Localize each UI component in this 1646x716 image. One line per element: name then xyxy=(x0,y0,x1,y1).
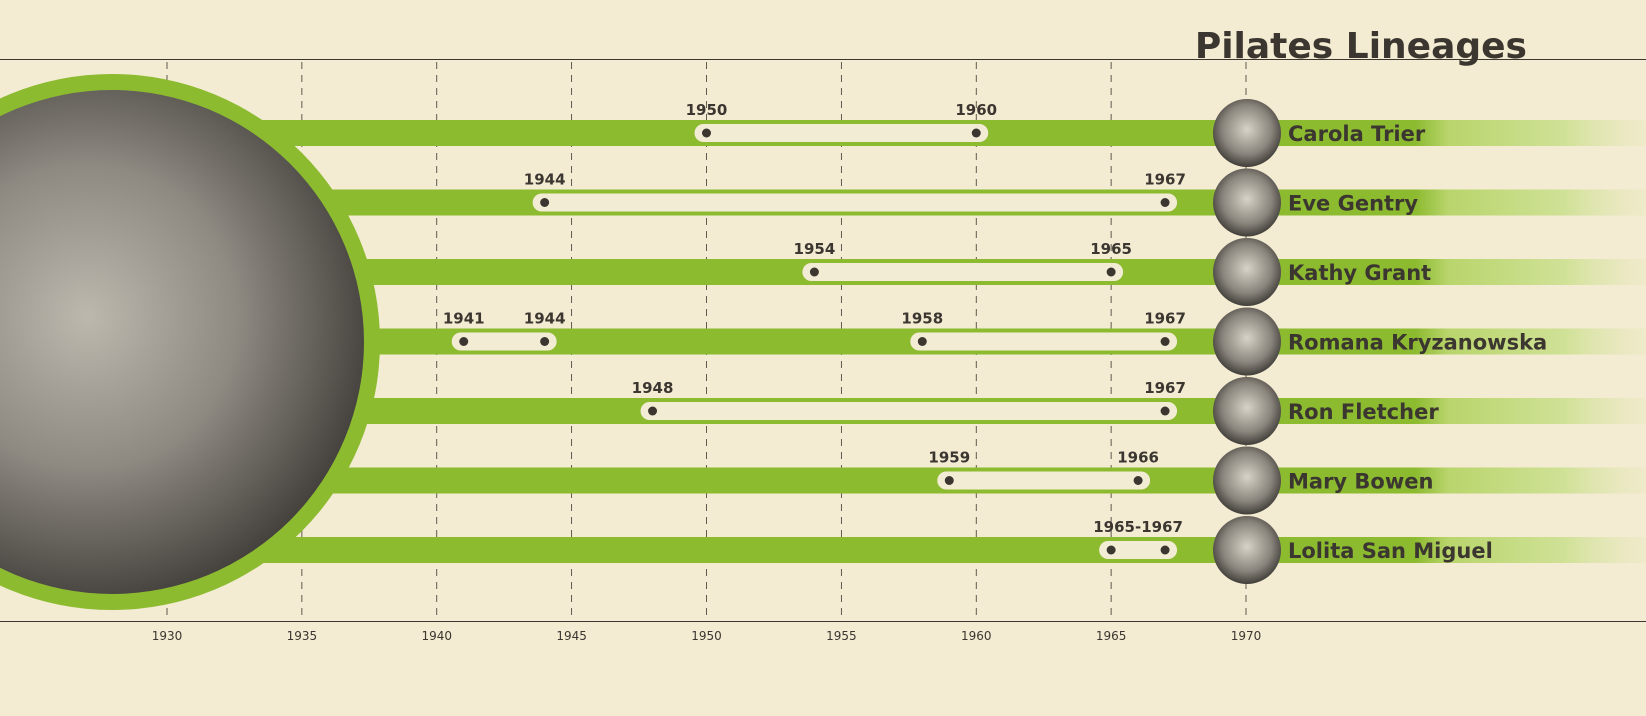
teacher-name: Romana Kryzanowska xyxy=(1288,331,1547,355)
period-start-dot xyxy=(944,476,954,485)
teacher-name: Lolita San Miguel xyxy=(1288,539,1493,563)
period-pill xyxy=(640,402,1178,420)
chart-title: Pilates Lineages xyxy=(1195,26,1527,67)
period-end-dot xyxy=(540,337,550,346)
x-tick-label: 1960 xyxy=(961,629,992,643)
teacher-avatar xyxy=(1213,238,1281,306)
teacher-name: Kathy Grant xyxy=(1288,261,1431,285)
teacher-avatar xyxy=(1213,307,1281,376)
period-start-label: 1958 xyxy=(901,310,943,328)
x-tick-label: 1955 xyxy=(826,629,857,643)
period-start-label: 1941 xyxy=(443,310,485,328)
period-start-dot xyxy=(1106,545,1116,555)
period-label: 1965-1967 xyxy=(1093,518,1183,536)
period-start-label: 1944 xyxy=(524,171,566,189)
period-pill xyxy=(532,193,1178,212)
period-end-label: 1965 xyxy=(1090,240,1132,258)
period-start-dot xyxy=(917,337,927,346)
x-tick-label: 1945 xyxy=(556,629,587,643)
period-end-label: 1944 xyxy=(524,310,566,328)
teacher-avatar xyxy=(1213,377,1281,445)
x-tick-label: 1930 xyxy=(152,629,183,643)
teacher-name: Mary Bowen xyxy=(1288,470,1433,494)
period-start-label: 1948 xyxy=(632,379,674,397)
period-end-dot xyxy=(1160,198,1170,207)
period-start-dot xyxy=(809,267,819,277)
x-tick-label: 1950 xyxy=(691,629,722,643)
period-end-label: 1966 xyxy=(1117,449,1159,467)
period-pill xyxy=(1099,541,1178,559)
period-pill xyxy=(937,471,1151,490)
x-tick-label: 1940 xyxy=(421,629,452,643)
period-end-dot xyxy=(971,128,981,138)
period-pill xyxy=(910,332,1178,351)
period-end-dot xyxy=(1160,406,1170,416)
period-end-dot xyxy=(1106,267,1116,277)
period-start-dot xyxy=(702,128,711,138)
period-start-label: 1954 xyxy=(794,240,836,258)
period-end-label: 1967 xyxy=(1144,310,1186,328)
period-start-dot xyxy=(540,198,550,207)
period-end-dot xyxy=(1160,337,1170,346)
teacher-avatar xyxy=(1213,516,1281,584)
period-end-label: 1967 xyxy=(1144,171,1186,189)
period-pill xyxy=(451,332,557,351)
x-tick-label: 1970 xyxy=(1231,629,1262,643)
teacher-name: Eve Gentry xyxy=(1288,192,1418,216)
x-tick-label: 1935 xyxy=(287,629,318,643)
teacher-name: Carola Trier xyxy=(1288,122,1426,146)
joseph-pilates-portrait xyxy=(0,74,380,610)
teacher-avatar xyxy=(1213,168,1281,237)
period-end-label: 1960 xyxy=(955,101,997,119)
teacher-name: Ron Fletcher xyxy=(1288,400,1439,424)
period-end-label: 1967 xyxy=(1144,379,1186,397)
teacher-avatar xyxy=(1213,446,1281,515)
period-end-dot xyxy=(1160,545,1170,555)
x-tick-label: 1965 xyxy=(1096,629,1127,643)
period-start-label: 1959 xyxy=(928,449,970,467)
period-start-dot xyxy=(459,337,469,346)
period-pill xyxy=(802,263,1124,281)
teacher-avatar xyxy=(1213,99,1281,167)
period-start-dot xyxy=(648,406,658,416)
period-end-dot xyxy=(1133,476,1143,485)
period-pill xyxy=(694,124,989,142)
period-start-label: 1950 xyxy=(686,101,728,119)
